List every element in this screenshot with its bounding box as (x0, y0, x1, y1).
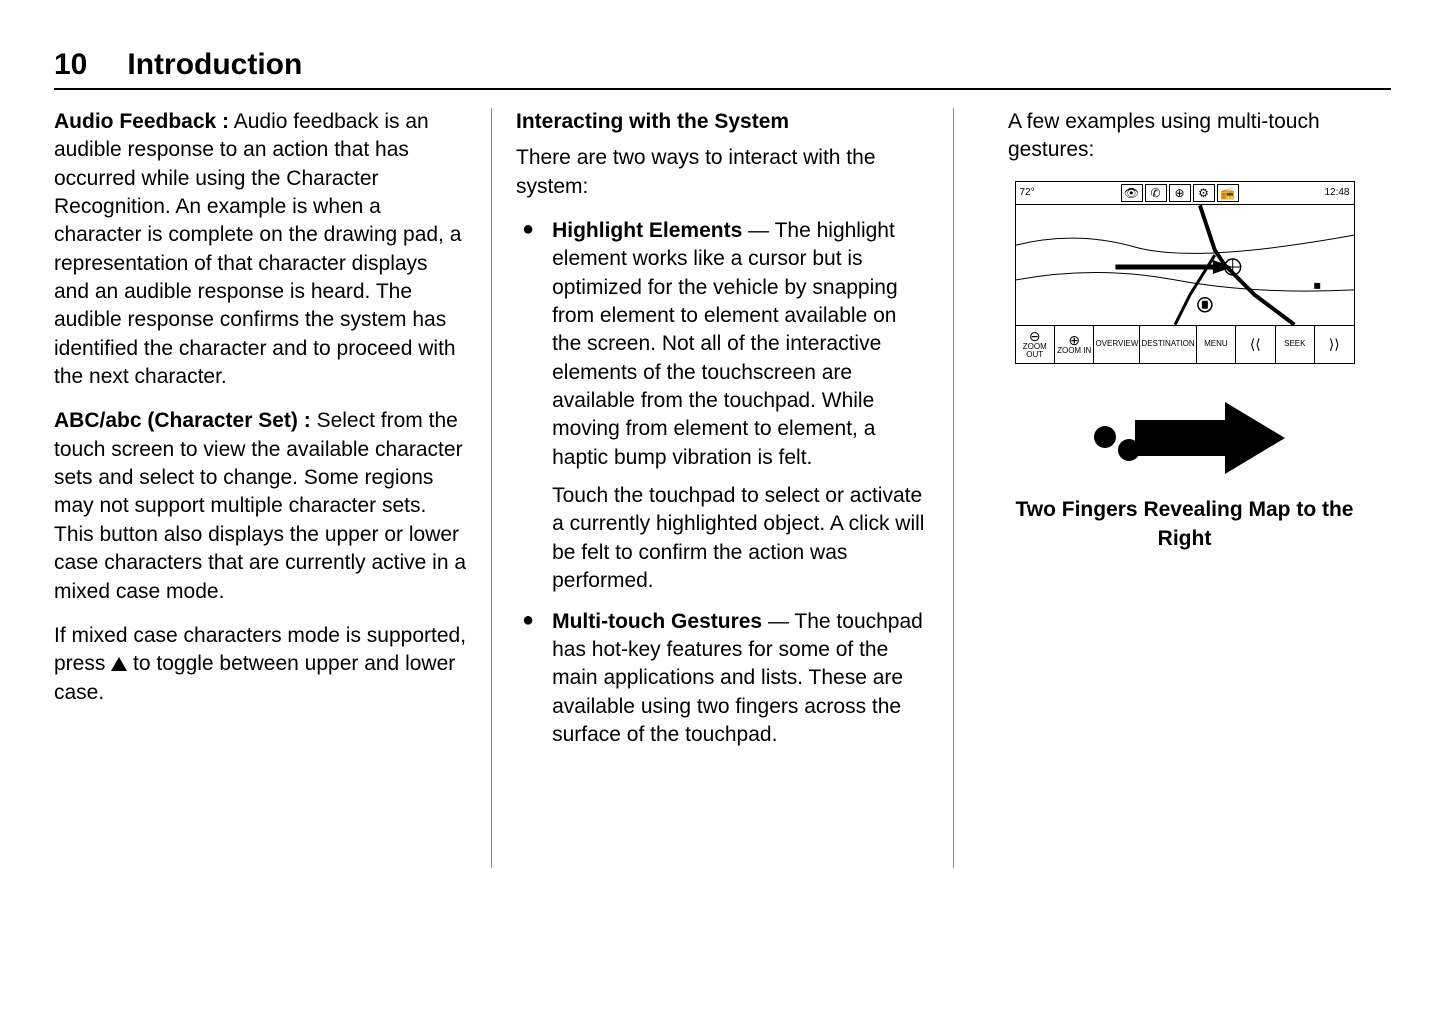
globe-icon: ⊕ (1169, 184, 1191, 202)
interaction-list: ● Highlight Elements — The highlight ele… (516, 217, 929, 749)
up-triangle-icon (111, 657, 127, 671)
page-header: 10 Introduction (54, 48, 1391, 90)
manual-page: 10 Introduction Audio Feedback : Audio f… (0, 0, 1445, 908)
highlight-text: The highlight element works like a curso… (552, 219, 898, 469)
nav-map-area (1016, 205, 1354, 325)
interacting-heading: Interacting with the System (516, 108, 929, 136)
audio-feedback-text: Audio feedback is an audible response to… (54, 110, 461, 388)
column-divider-1 (491, 108, 492, 868)
nav-screenshot: 72° 👁 ✆ ⊕ ⚙ 📻 12:48 (1015, 181, 1355, 365)
multitouch-label: Multi-touch Gestures (552, 610, 762, 633)
zoom-in-label: ZOOM IN (1057, 347, 1091, 356)
caption-line2: Right (1158, 527, 1212, 550)
multitouch-sep: — (762, 610, 794, 633)
seek-button[interactable]: SEEK (1276, 326, 1315, 364)
examples-intro: A few examples using multi-touch gesture… (978, 108, 1391, 165)
content-columns: Audio Feedback : Audio feedback is an au… (54, 108, 1391, 868)
arrow-svg (1085, 392, 1285, 482)
eye-icon: 👁 (1121, 184, 1143, 202)
nav-time: 12:48 (1324, 186, 1349, 200)
seek-label: SEEK (1284, 340, 1305, 349)
charset-label: ABC/abc (Character Set) : (54, 409, 311, 432)
caption-line1: Two Fingers Revealing Map to the (1016, 498, 1354, 521)
zoom-in-button[interactable]: ⊕ ZOOM IN (1055, 326, 1094, 364)
column-divider-2 (953, 108, 954, 868)
destination-label: DESTINATION (1141, 340, 1194, 349)
seek-next-icon: ⟩⟩ (1329, 337, 1340, 351)
seek-next-button[interactable]: ⟩⟩ (1315, 326, 1353, 364)
highlight-sep: — (742, 219, 774, 242)
gear-icon: ⚙ (1193, 184, 1215, 202)
audio-feedback-label: Audio Feedback : (54, 110, 229, 133)
zoom-in-icon: ⊕ (1068, 333, 1080, 347)
map-svg (1016, 205, 1354, 325)
page-number: 10 (54, 48, 87, 82)
column-2: Interacting with the System There are tw… (498, 108, 947, 868)
zoom-out-button[interactable]: ⊖ ZOOM OUT (1016, 326, 1055, 364)
phone-icon: ✆ (1145, 184, 1167, 202)
list-item-highlight: ● Highlight Elements — The highlight ele… (516, 217, 929, 595)
interacting-intro: There are two ways to interact with the … (516, 144, 929, 201)
overview-button[interactable]: OVERVIEW (1094, 326, 1140, 364)
highlight-label: Highlight Elements (552, 219, 742, 242)
column-1: Audio Feedback : Audio feedback is an au… (54, 108, 485, 868)
column-3: A few examples using multi-touch gesture… (960, 108, 1391, 868)
bullet-icon: ● (522, 217, 534, 595)
nav-bottom-bar: ⊖ ZOOM OUT ⊕ ZOOM IN OVERVIEW DESTINATIO… (1016, 325, 1354, 364)
seek-prev-icon: ⟨⟨ (1250, 337, 1261, 351)
nav-temp: 72° (1020, 186, 1035, 200)
menu-button[interactable]: MENU (1197, 326, 1236, 364)
overview-label: OVERVIEW (1095, 340, 1138, 349)
charset-paragraph: ABC/abc (Character Set) : Select from th… (54, 407, 467, 605)
zoom-out-icon: ⊖ (1029, 329, 1041, 343)
bullet-icon: ● (522, 608, 534, 750)
seek-prev-button[interactable]: ⟨⟨ (1236, 326, 1275, 364)
audio-feedback-paragraph: Audio Feedback : Audio feedback is an au… (54, 108, 467, 391)
menu-label: MENU (1204, 340, 1228, 349)
chapter-title: Introduction (127, 48, 302, 82)
nav-top-bar: 72° 👁 ✆ ⊕ ⚙ 📻 12:48 (1016, 182, 1354, 205)
destination-button[interactable]: DESTINATION (1140, 326, 1196, 364)
zoom-out-label: ZOOM OUT (1017, 343, 1053, 361)
nav-top-icons: 👁 ✆ ⊕ ⚙ 📻 (1121, 184, 1239, 202)
gesture-arrow-figure (1085, 392, 1285, 482)
mixed-case-paragraph: If mixed case characters mode is support… (54, 622, 467, 707)
radio-icon: 📻 (1217, 184, 1239, 202)
charset-text: Select from the touch screen to view the… (54, 409, 466, 602)
highlight-subtext: Touch the touchpad to select or activate… (552, 482, 929, 595)
list-item-multitouch: ● Multi-touch Gestures — The touchpad ha… (516, 608, 929, 750)
figure-caption: Two Fingers Revealing Map to the Right (978, 496, 1391, 553)
